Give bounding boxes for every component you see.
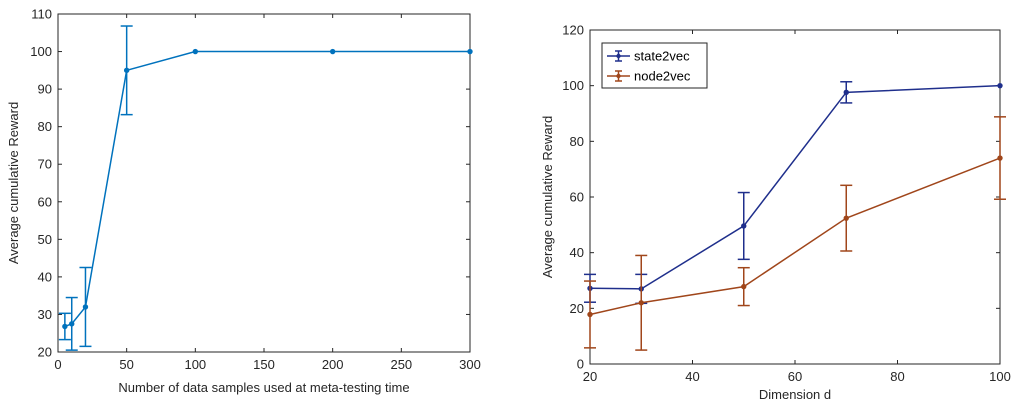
left-y-tick-label: 30 <box>38 307 52 322</box>
left-x-tick-label: 200 <box>322 357 344 372</box>
left-series-point <box>192 48 199 55</box>
left-series-point <box>329 48 336 55</box>
right-y-tick-label: 60 <box>570 190 584 205</box>
left-y-tick-label: 40 <box>38 269 52 284</box>
right-state2vec-point <box>843 89 849 96</box>
right-x-tick-label: 100 <box>989 369 1011 384</box>
right-y-tick-label: 20 <box>570 301 584 316</box>
right-state2vec-point <box>997 82 1003 89</box>
left-series-point <box>82 304 89 310</box>
left-y-tick-label: 110 <box>31 7 52 22</box>
legend-entry-node2vec: node2vec <box>607 69 691 84</box>
right-node2vec-point <box>741 283 747 290</box>
right-y-tick-label: 0 <box>577 357 584 372</box>
left-series-point <box>123 67 130 74</box>
left-x-tick-label: 50 <box>119 357 133 372</box>
right-node2vec-point <box>997 155 1003 161</box>
left-y-tick-label: 100 <box>30 44 52 59</box>
right-x-axis-label: Dimension d <box>759 387 831 402</box>
right-x-tick-label: 20 <box>583 369 597 384</box>
left-series-point <box>62 323 68 330</box>
right-y-tick-label: 80 <box>570 134 584 149</box>
right-y-tick-label: 120 <box>562 23 584 38</box>
right-y-tick-label: 40 <box>570 245 584 260</box>
right-x-tick-label: 80 <box>890 369 904 384</box>
right-node2vec-point <box>843 215 849 221</box>
left-x-tick-label: 100 <box>184 357 206 372</box>
left-y-axis-label: Average cumulative Reward <box>6 102 21 264</box>
right-state2vec-point <box>741 223 747 229</box>
legend: state2vec node2vec <box>601 42 708 89</box>
left-x-axis-label: Number of data samples used at meta-test… <box>118 380 409 395</box>
left-plot-area <box>57 13 471 353</box>
left-y-tick-label: 50 <box>38 232 52 247</box>
right-y-axis-label: Average cumulative Reward <box>540 116 555 278</box>
legend-label: node2vec <box>634 69 691 84</box>
left-x-tick-label: 300 <box>459 357 481 372</box>
right-x-tick-label: 40 <box>685 369 699 384</box>
right-node2vec-point <box>587 311 593 318</box>
left-y-tick-label: 80 <box>38 119 52 134</box>
left-series-point <box>467 48 473 55</box>
left-x-tick-label: 250 <box>390 357 412 372</box>
left-chart: 0 50 100 150 200 250 300 20 30 40 50 60 70 80 90 100 110… <box>6 7 481 396</box>
left-y-tick-label: 60 <box>38 194 52 209</box>
right-x-tick-label: 60 <box>788 369 802 384</box>
left-series-point <box>69 321 75 327</box>
legend-entry-state2vec: state2vec <box>607 49 690 64</box>
left-y-tick-label: 70 <box>38 157 52 172</box>
legend-label: state2vec <box>634 49 690 64</box>
left-y-tick-label: 90 <box>38 82 52 97</box>
left-x-tick-label: 0 <box>54 357 61 372</box>
left-x-tick-label: 150 <box>253 357 275 372</box>
right-node2vec-point <box>638 300 644 306</box>
right-y-tick-label: 100 <box>562 78 584 93</box>
left-y-tick-label: 20 <box>38 345 52 360</box>
